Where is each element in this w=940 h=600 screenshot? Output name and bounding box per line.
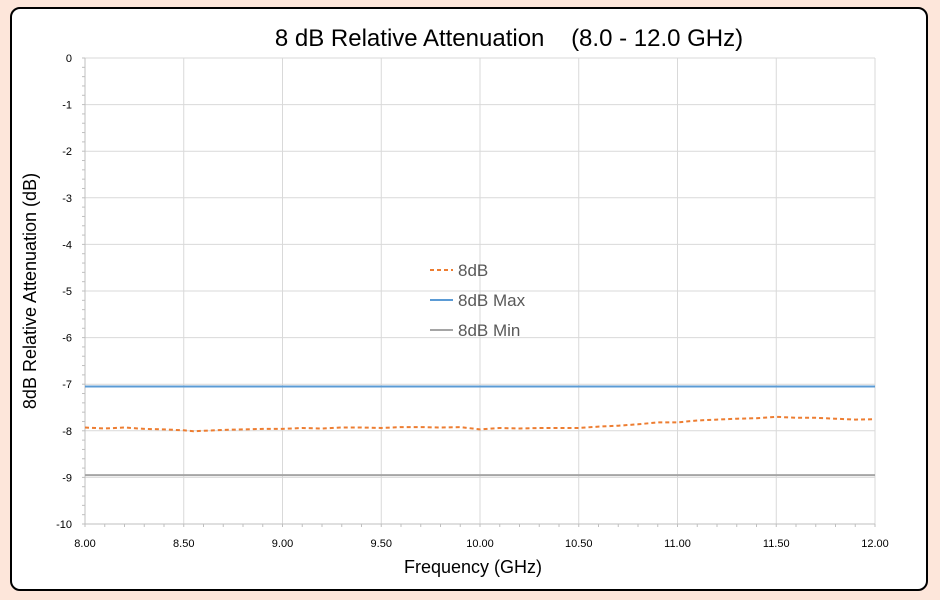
x-tick-label: 10.50 (565, 538, 593, 550)
legend-label-8db: 8dB (458, 261, 488, 280)
series-line-8db (84, 415, 876, 433)
x-tick-label: 9.00 (272, 538, 293, 550)
y-tick-label: -7 (62, 379, 72, 391)
y-tick-label: -2 (62, 146, 72, 158)
legend: 8dB 8dB Max 8dB Min (430, 261, 526, 340)
y-tick-labels: 0 -1 -2 -3 -4 -5 -6 -7 -8 -9 -10 (56, 53, 72, 531)
x-tick-label: 8.00 (74, 538, 95, 550)
x-tick-label: 12.00 (861, 538, 889, 550)
x-tick-label: 10.00 (466, 538, 494, 550)
x-axis-title: Frequency (GHz) (404, 557, 542, 577)
y-tick-label: -9 (62, 472, 72, 484)
legend-label-8db-min: 8dB Min (458, 321, 520, 340)
x-tick-label: 8.50 (173, 538, 194, 550)
y-tick-label: -5 (62, 286, 72, 298)
y-tick-label: -3 (62, 193, 72, 205)
y-tick-label: -4 (62, 239, 72, 251)
y-tick-label: -6 (62, 333, 72, 345)
y-tick-label: -1 (62, 100, 72, 112)
x-tick-label: 11.50 (763, 538, 790, 550)
axes (82, 57, 876, 527)
series-lines (84, 385, 876, 477)
x-tick-labels: 8.00 8.50 9.00 9.50 10.00 10.50 11.00 11.50 12.0… (74, 538, 888, 550)
y-axis-title: 8dB Relative Attenuation (dB) (20, 173, 40, 409)
x-tick-label: 9.50 (371, 538, 392, 550)
y-tick-label: -10 (56, 519, 72, 531)
y-tick-label: -8 (62, 426, 72, 438)
y-tick-label: 0 (66, 53, 72, 65)
legend-label-8db-max: 8dB Max (458, 291, 526, 310)
chart-title: 8 dB Relative Attenuation (8.0 - 12.0 GH… (275, 25, 743, 52)
x-tick-label: 11.00 (664, 538, 691, 550)
